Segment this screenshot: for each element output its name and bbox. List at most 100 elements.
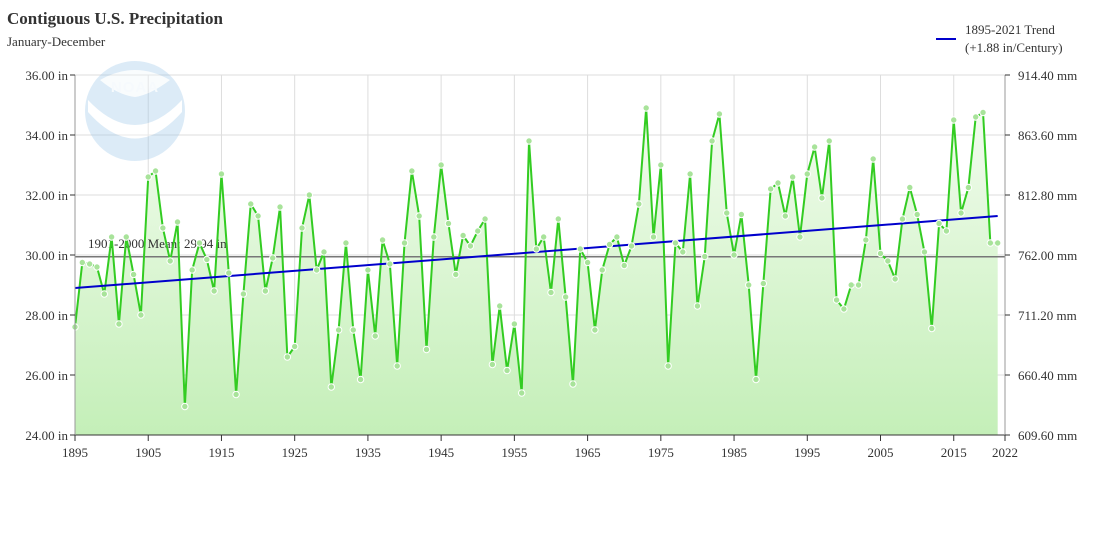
- data-point[interactable]: [627, 242, 636, 250]
- data-point[interactable]: [144, 173, 152, 181]
- data-point[interactable]: [847, 281, 855, 289]
- data-point[interactable]: [979, 108, 987, 117]
- data-point[interactable]: [745, 281, 753, 289]
- data-point[interactable]: [203, 255, 211, 264]
- data-point[interactable]: [920, 248, 929, 256]
- data-point[interactable]: [569, 380, 577, 388]
- data-point[interactable]: [269, 254, 277, 262]
- data-point[interactable]: [964, 183, 973, 192]
- data-point[interactable]: [693, 302, 702, 310]
- data-point[interactable]: [832, 296, 841, 304]
- data-point[interactable]: [137, 311, 145, 319]
- data-point[interactable]: [393, 362, 401, 370]
- data-point[interactable]: [752, 375, 760, 384]
- data-point[interactable]: [232, 390, 240, 399]
- data-point[interactable]: [320, 248, 328, 256]
- data-point[interactable]: [466, 242, 475, 250]
- data-point[interactable]: [942, 227, 951, 235]
- data-point[interactable]: [517, 389, 526, 397]
- data-point[interactable]: [869, 155, 877, 163]
- data-point[interactable]: [539, 233, 548, 241]
- data-point[interactable]: [371, 332, 379, 340]
- data-point[interactable]: [247, 200, 255, 208]
- data-point[interactable]: [825, 137, 833, 145]
- data-point[interactable]: [283, 353, 292, 361]
- data-point[interactable]: [679, 248, 687, 256]
- data-point[interactable]: [129, 270, 138, 279]
- data-point[interactable]: [715, 110, 724, 118]
- data-point[interactable]: [254, 212, 262, 220]
- data-point[interactable]: [481, 215, 489, 223]
- data-point[interactable]: [774, 179, 782, 187]
- data-point[interactable]: [364, 266, 372, 274]
- data-point[interactable]: [107, 233, 116, 241]
- data-point[interactable]: [891, 275, 899, 283]
- data-point[interactable]: [173, 218, 182, 226]
- data-points[interactable]: [71, 104, 1002, 411]
- data-point[interactable]: [561, 293, 570, 301]
- data-point[interactable]: [708, 137, 716, 145]
- data-point[interactable]: [598, 266, 606, 274]
- data-point[interactable]: [298, 224, 306, 232]
- data-point[interactable]: [972, 113, 980, 121]
- data-point[interactable]: [642, 104, 650, 112]
- data-point[interactable]: [993, 239, 1002, 247]
- data-point[interactable]: [730, 251, 738, 259]
- data-point[interactable]: [327, 383, 335, 391]
- data-point[interactable]: [225, 269, 233, 277]
- data-point[interactable]: [986, 239, 995, 247]
- data-point[interactable]: [788, 173, 797, 181]
- data-point[interactable]: [613, 233, 621, 241]
- data-point[interactable]: [356, 375, 365, 384]
- data-point[interactable]: [532, 245, 541, 253]
- data-point[interactable]: [759, 279, 768, 288]
- data-point[interactable]: [276, 203, 284, 211]
- data-point[interactable]: [452, 270, 460, 279]
- data-point[interactable]: [312, 266, 321, 274]
- data-point[interactable]: [701, 252, 709, 261]
- data-point[interactable]: [349, 326, 357, 334]
- data-point[interactable]: [239, 290, 248, 298]
- data-point[interactable]: [840, 305, 848, 313]
- data-point[interactable]: [766, 185, 775, 193]
- data-point[interactable]: [803, 170, 811, 178]
- data-point[interactable]: [159, 224, 167, 232]
- data-point[interactable]: [217, 170, 226, 178]
- data-point[interactable]: [305, 191, 314, 199]
- data-point[interactable]: [957, 209, 965, 217]
- data-point[interactable]: [400, 239, 409, 247]
- data-point[interactable]: [100, 290, 108, 298]
- data-point[interactable]: [510, 320, 519, 328]
- data-point[interactable]: [898, 215, 907, 223]
- data-point[interactable]: [605, 240, 614, 249]
- data-point[interactable]: [78, 258, 87, 267]
- data-point[interactable]: [547, 288, 555, 297]
- data-point[interactable]: [796, 233, 804, 241]
- data-point[interactable]: [444, 219, 453, 228]
- data-point[interactable]: [166, 257, 174, 265]
- data-point[interactable]: [415, 212, 423, 220]
- data-point[interactable]: [115, 320, 123, 328]
- data-point[interactable]: [151, 167, 160, 175]
- data-point[interactable]: [459, 231, 467, 240]
- data-point[interactable]: [862, 236, 870, 244]
- data-point[interactable]: [906, 183, 914, 192]
- data-point[interactable]: [723, 209, 731, 217]
- data-point[interactable]: [188, 266, 196, 274]
- data-point[interactable]: [408, 167, 416, 175]
- data-point[interactable]: [583, 258, 592, 267]
- data-point[interactable]: [290, 342, 299, 351]
- data-point[interactable]: [671, 239, 680, 247]
- data-point[interactable]: [378, 236, 387, 244]
- data-point[interactable]: [195, 239, 204, 247]
- data-point[interactable]: [576, 245, 584, 253]
- data-point[interactable]: [635, 200, 643, 208]
- data-point[interactable]: [342, 239, 350, 247]
- data-point[interactable]: [386, 260, 394, 268]
- data-point[interactable]: [913, 210, 921, 219]
- data-point[interactable]: [181, 402, 189, 411]
- data-point[interactable]: [854, 281, 863, 289]
- data-point[interactable]: [876, 249, 885, 258]
- data-point[interactable]: [620, 261, 628, 270]
- data-point[interactable]: [430, 233, 438, 241]
